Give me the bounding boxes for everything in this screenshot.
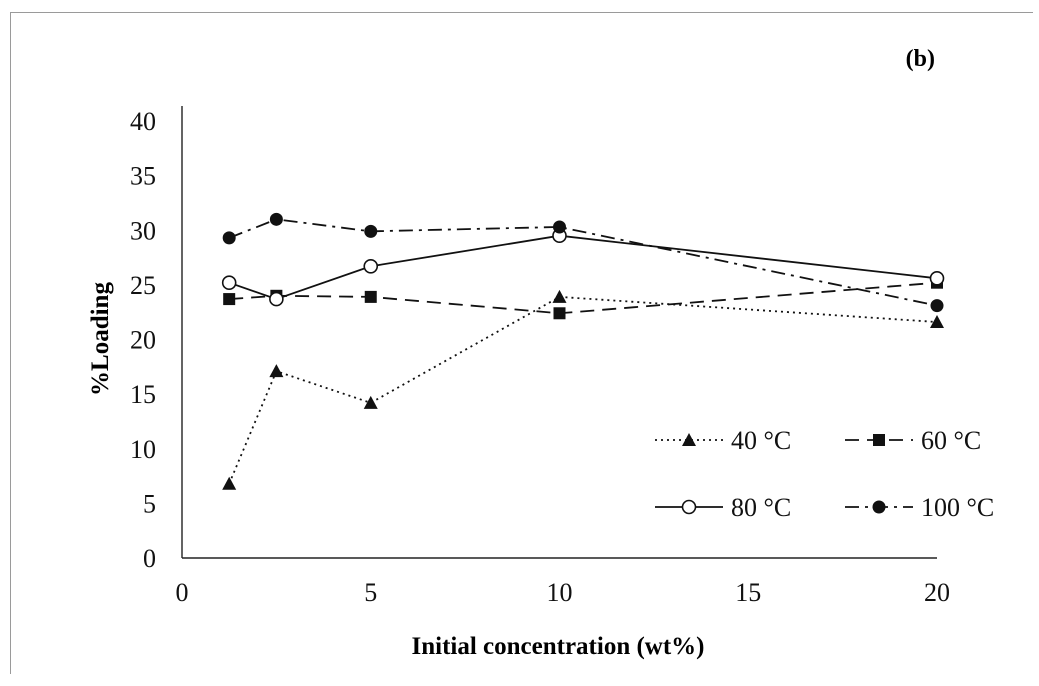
legend-label: 60 °C [921,426,981,455]
x-tick-label: 10 [547,578,573,607]
x-tick-label: 5 [364,578,377,607]
data-point [221,275,237,290]
figure-frame [10,12,1033,674]
data-point [269,364,284,378]
series-1 [222,289,944,490]
data-point [223,293,236,306]
series-4 [222,212,944,313]
panel-label: (b) [906,46,935,72]
y-tick-label: 15 [130,380,156,409]
y-tick-label: 30 [130,216,156,245]
data-point [363,395,378,409]
data-point [930,299,944,313]
y-tick-label: 10 [130,435,156,464]
legend-item: 80 °C [655,493,791,522]
series-2 [223,276,943,320]
data-point [364,224,378,238]
data-point [222,476,237,490]
data-point [269,212,283,226]
legend-label: 100 °C [921,493,994,522]
legend-item: 60 °C [845,426,981,455]
series-line [228,295,938,485]
legend-item: 40 °C [655,426,791,455]
legend-marker [872,500,886,514]
data-point [364,290,377,303]
legend-item: 100 °C [845,493,994,522]
y-tick-label: 40 [130,107,156,136]
y-tick-label: 5 [143,489,156,518]
data-point [269,291,284,307]
legend-marker [682,433,696,446]
data-point [222,231,236,245]
series-layer [221,212,945,490]
data-point [552,289,567,303]
data-point [930,315,944,329]
x-axis-label: Initial concentration (wt%) [411,633,704,660]
series-line [229,281,938,315]
series-3 [221,228,945,307]
x-tick-label: 0 [176,578,189,607]
legend: 40 °C 60 °C 80 °C 100 °C [655,426,994,522]
legend-marker [681,499,697,515]
x-tick-label: 20 [924,578,950,607]
y-axis-label: %Loading [87,282,114,396]
series-line [228,234,938,301]
legend-marker [873,434,885,446]
y-tick-label: 0 [143,544,156,573]
data-point [363,259,379,274]
y-tick-label: 25 [130,271,156,300]
data-point [553,220,566,234]
x-tick-label: 15 [735,578,761,607]
axes: 0 5 10 15 20 25 30 35 40 0 5 10 15 20 [130,106,950,607]
data-point [553,307,566,320]
y-tick-label: 35 [130,162,156,191]
data-point [929,271,945,286]
series-line [228,218,938,307]
y-tick-label: 20 [130,326,156,355]
legend-label: 80 °C [731,493,791,522]
legend-label: 40 °C [731,426,791,455]
